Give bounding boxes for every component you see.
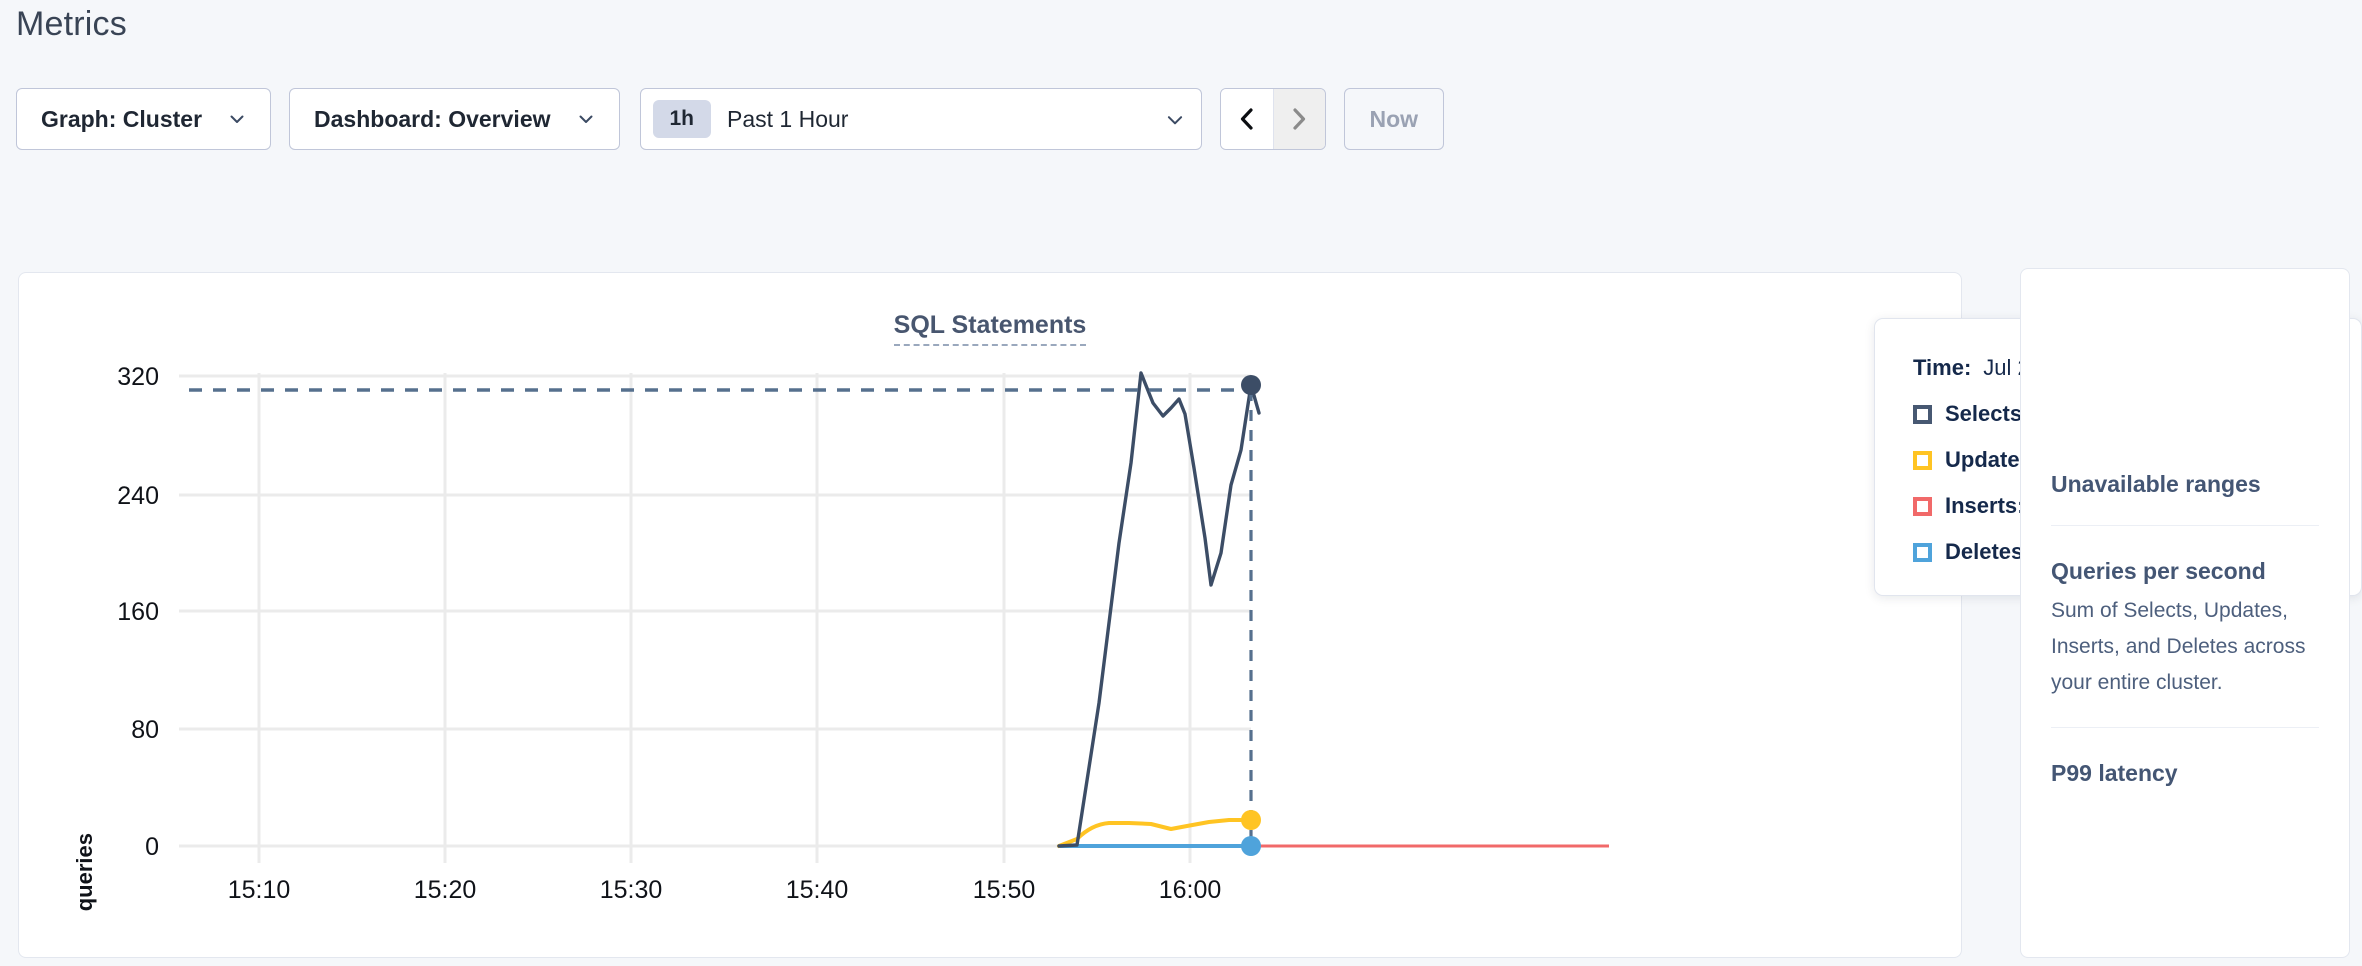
sidebar-body-queries-per-second: Sum of Selects, Updates, Inserts, and De… (2051, 599, 2306, 694)
svg-text:15:40: 15:40 (786, 876, 849, 904)
legend-swatch-inserts (1913, 496, 1932, 516)
svg-text:80: 80 (131, 716, 159, 744)
sidebar-section-queries-per-second[interactable]: Queries per second Sum of Selects, Updat… (2051, 525, 2319, 727)
y-tick-labels: 320 240 160 80 0 (117, 363, 159, 861)
time-range-label: Past 1 Hour (727, 105, 849, 132)
svg-text:320: 320 (117, 363, 159, 391)
point-marker-updates (1241, 810, 1261, 830)
chevron-right-icon (1293, 108, 1306, 130)
svg-text:15:50: 15:50 (973, 876, 1036, 904)
chart-title-text: SQL Statements (893, 311, 1087, 346)
metrics-info-sidebar: Unavailable ranges Queries per second Su… (2020, 268, 2350, 958)
sidebar-heading-queries-per-second: Queries per second (2051, 558, 2266, 584)
series-line-selects (1057, 371, 1261, 848)
chart-plot-area[interactable]: 320 240 160 80 0 15:10 15:20 15:30 15:40… (19, 273, 1963, 959)
graph-select-label: Graph: Cluster (41, 105, 203, 132)
legend-swatch-selects (1913, 404, 1932, 424)
sidebar-heading-p99-latency: P99 latency (2051, 760, 2178, 786)
sidebar-section-unavailable-ranges[interactable]: Unavailable ranges (2051, 439, 2319, 525)
x-gridlines (257, 373, 1192, 863)
chevron-down-icon (577, 110, 595, 128)
svg-text:15:20: 15:20 (414, 876, 477, 904)
svg-text:15:10: 15:10 (228, 876, 291, 904)
time-nav-group (1219, 88, 1326, 150)
sql-statements-chart-card: SQL Statements queries (18, 272, 1962, 958)
sidebar-heading-unavailable-ranges: Unavailable ranges (2051, 471, 2261, 497)
x-tick-labels: 15:10 15:20 15:30 15:40 15:50 16:00 (228, 876, 1222, 904)
graph-select-dropdown[interactable]: Graph: Cluster (16, 88, 272, 150)
tooltip-label-selects: Selects: (1945, 401, 2030, 426)
y-gridlines (179, 374, 1251, 848)
tooltip-time-label: Time: (1913, 355, 1972, 380)
svg-text:0: 0 (145, 833, 159, 861)
point-marker-deletes (1241, 836, 1261, 856)
toolbar: Graph: Cluster Dashboard: Overview 1h Pa… (16, 88, 1445, 150)
chart-title: SQL Statements (19, 311, 1961, 346)
prev-time-button[interactable] (1220, 89, 1273, 149)
chevron-down-icon (228, 110, 246, 128)
chevron-down-icon (1165, 110, 1183, 128)
legend-swatch-deletes (1913, 542, 1932, 562)
point-marker-selects (1241, 375, 1261, 395)
page-title: Metrics (16, 5, 127, 43)
svg-text:16:00: 16:00 (1159, 876, 1222, 904)
now-button[interactable]: Now (1343, 88, 1445, 150)
sidebar-top-spacer (2051, 269, 2319, 439)
sidebar-section-p99-latency[interactable]: P99 latency (2051, 727, 2319, 814)
tooltip-label-deletes: Deletes: (1945, 539, 2031, 564)
chevron-left-icon (1240, 108, 1253, 130)
series-line-updates (1057, 818, 1253, 848)
time-range-select[interactable]: 1h Past 1 Hour (639, 88, 1202, 150)
dashboard-select-dropdown[interactable]: Dashboard: Overview (289, 88, 620, 150)
tooltip-label-inserts: Inserts: (1945, 493, 2025, 518)
svg-text:240: 240 (117, 482, 159, 510)
svg-text:15:30: 15:30 (600, 876, 663, 904)
legend-swatch-updates (1913, 450, 1932, 470)
dashboard-select-label: Dashboard: Overview (314, 105, 551, 132)
svg-text:160: 160 (117, 598, 159, 626)
time-range-pill: 1h (652, 100, 712, 138)
next-time-button[interactable] (1272, 89, 1325, 149)
